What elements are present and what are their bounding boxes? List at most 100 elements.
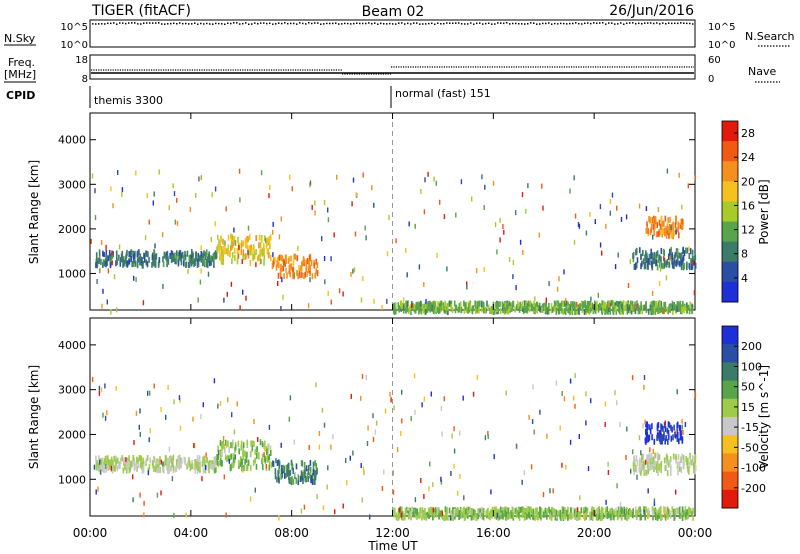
nsky-point bbox=[293, 22, 295, 25]
range-cell bbox=[260, 249, 262, 256]
range-cell bbox=[410, 511, 412, 518]
range-cell bbox=[673, 424, 675, 431]
range-cell bbox=[509, 512, 511, 519]
range-cell bbox=[689, 507, 691, 514]
range-cell bbox=[493, 308, 495, 315]
range-cell bbox=[504, 303, 507, 310]
range-cell bbox=[664, 215, 667, 222]
range-cell bbox=[401, 506, 403, 513]
range-cell bbox=[244, 238, 247, 244]
range-cell bbox=[176, 197, 178, 203]
x-tick-label: 00:00 bbox=[678, 526, 713, 540]
colorbar-swatch bbox=[722, 453, 738, 473]
range-cell bbox=[280, 442, 282, 448]
range-cell bbox=[231, 462, 233, 469]
range-cell bbox=[109, 459, 111, 466]
nsky-point bbox=[626, 22, 628, 25]
range-cell bbox=[218, 244, 221, 250]
range-cell bbox=[671, 258, 673, 265]
range-cell bbox=[607, 302, 609, 309]
range-cell bbox=[529, 506, 531, 513]
range-cell bbox=[620, 300, 622, 307]
range-cell bbox=[497, 514, 500, 521]
nsky-point bbox=[128, 22, 130, 24]
range-cell bbox=[437, 301, 439, 308]
range-cell bbox=[109, 262, 112, 269]
range-cell bbox=[652, 224, 655, 230]
range-cell bbox=[521, 506, 523, 513]
range-cell bbox=[428, 300, 431, 307]
range-cell bbox=[686, 307, 688, 314]
range-cell bbox=[548, 303, 550, 309]
range-cell bbox=[667, 461, 670, 468]
range-cell bbox=[285, 257, 287, 264]
range-cell bbox=[281, 265, 283, 272]
nsky-point bbox=[215, 22, 217, 25]
range-cell bbox=[661, 438, 663, 445]
colorbar-tick-label: -50 bbox=[741, 441, 759, 454]
range-cell bbox=[675, 454, 677, 460]
range-cell bbox=[295, 463, 298, 470]
range-cell bbox=[614, 302, 617, 309]
range-cell bbox=[206, 261, 209, 268]
range-cell bbox=[146, 193, 148, 199]
range-cell bbox=[561, 300, 563, 307]
range-cell bbox=[132, 474, 134, 480]
range-cell bbox=[654, 223, 656, 230]
range-cell bbox=[143, 256, 146, 263]
range-cell bbox=[105, 244, 107, 250]
range-cell bbox=[279, 270, 282, 277]
range-cell bbox=[177, 455, 179, 462]
range-cell bbox=[292, 266, 294, 273]
range-cell bbox=[603, 300, 605, 307]
range-cell bbox=[193, 260, 195, 267]
range-cell bbox=[481, 506, 483, 513]
range-cell bbox=[573, 239, 576, 245]
range-cell bbox=[100, 459, 103, 466]
range-cell bbox=[239, 305, 241, 311]
range-cell bbox=[564, 513, 567, 520]
range-cell bbox=[316, 270, 319, 277]
range-cell bbox=[393, 508, 395, 515]
range-cell bbox=[419, 507, 422, 514]
range-cell bbox=[156, 463, 158, 470]
range-cell bbox=[680, 264, 683, 271]
range-cell bbox=[545, 297, 547, 303]
range-cell bbox=[440, 479, 443, 485]
range-cell bbox=[484, 435, 487, 441]
range-cell bbox=[272, 252, 274, 258]
nave-tick-low: 0 bbox=[708, 74, 714, 85]
range-cell bbox=[636, 509, 639, 516]
range-cell bbox=[123, 457, 125, 464]
range-cell bbox=[270, 255, 272, 261]
range-cell bbox=[297, 474, 300, 481]
range-cell bbox=[645, 306, 648, 313]
range-cell bbox=[191, 251, 194, 258]
range-cell bbox=[318, 431, 321, 436]
range-cell bbox=[372, 436, 375, 442]
range-cell bbox=[656, 250, 659, 257]
range-cell bbox=[284, 472, 286, 479]
y-tick-label: 1000 bbox=[58, 267, 86, 280]
range-cell bbox=[624, 508, 627, 515]
range-cell bbox=[687, 304, 690, 311]
range-cell bbox=[105, 455, 108, 462]
range-cell bbox=[569, 378, 572, 384]
nsky-point bbox=[506, 22, 508, 24]
range-cell bbox=[231, 234, 233, 241]
nsky-point bbox=[275, 23, 277, 25]
range-cell bbox=[676, 249, 679, 256]
range-cell bbox=[248, 234, 251, 241]
range-cell bbox=[609, 210, 611, 216]
range-cell bbox=[681, 218, 683, 225]
range-cell bbox=[253, 251, 256, 258]
range-cell bbox=[115, 455, 117, 462]
range-cell bbox=[442, 513, 444, 520]
range-cell bbox=[465, 511, 467, 518]
nsky-point bbox=[683, 22, 685, 24]
range-cell bbox=[504, 307, 507, 314]
range-cell bbox=[183, 456, 186, 463]
range-cell bbox=[406, 301, 408, 308]
nsky-point bbox=[206, 22, 208, 25]
range-cell bbox=[287, 462, 290, 469]
